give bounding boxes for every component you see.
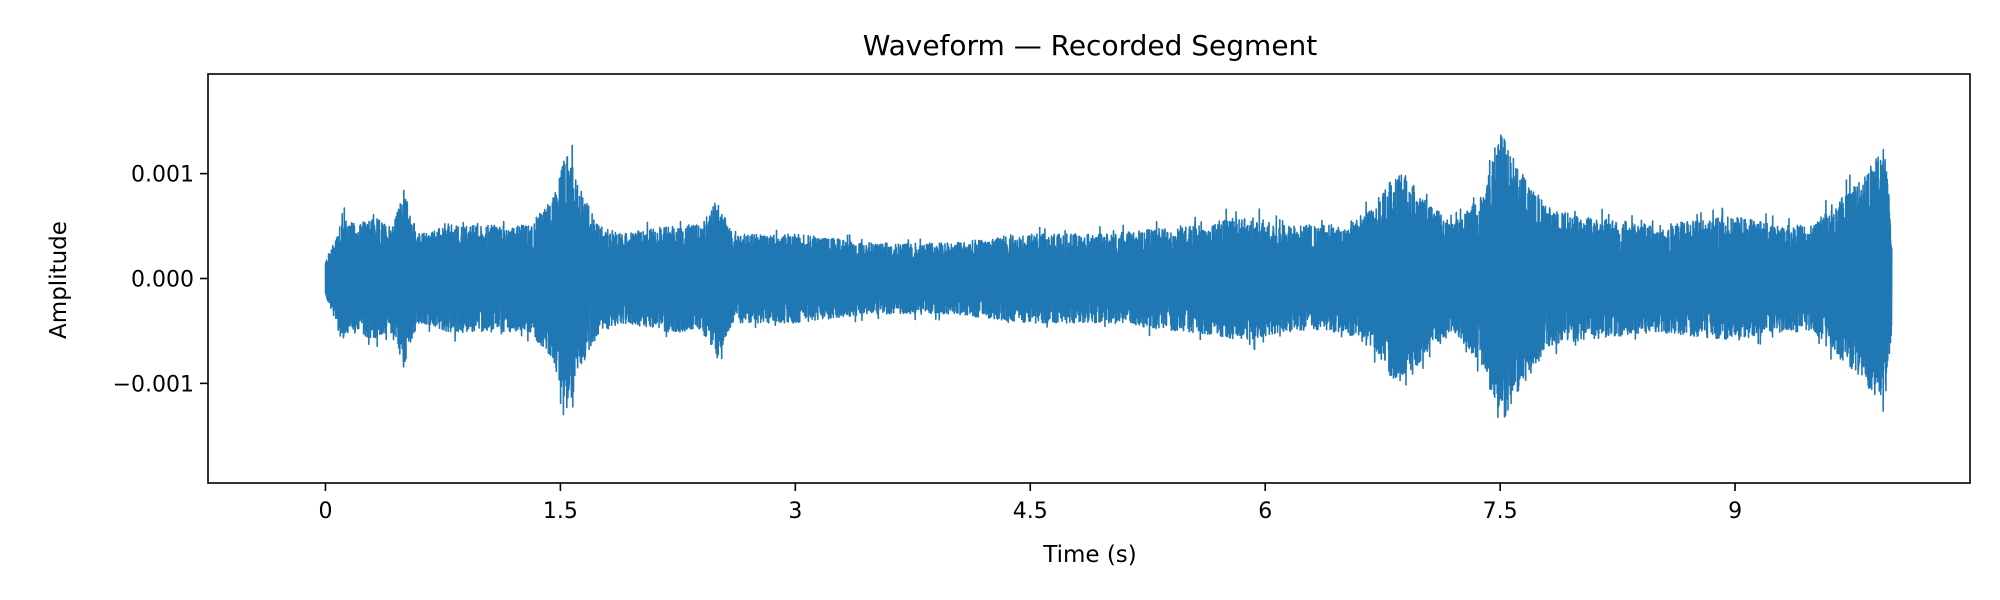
y-tick-label: 0.000 [131, 268, 194, 293]
y-tick-label: −0.001 [113, 372, 194, 397]
x-tick-label: 9 [1728, 499, 1742, 524]
x-axis-label: Time (s) [1042, 542, 1137, 568]
x-tick-label: 6 [1258, 499, 1272, 524]
x-tick-label: 1.5 [543, 499, 578, 524]
x-axis-ticks: 0 1.5 3 4.5 6 7.5 9 [318, 483, 1742, 524]
chart-title: Waveform — Recorded Segment [863, 29, 1318, 62]
y-axis-label: Amplitude [46, 221, 72, 339]
y-tick-label: 0.001 [131, 163, 194, 188]
x-tick-label: 3 [788, 499, 802, 524]
x-tick-label: 7.5 [1483, 499, 1518, 524]
x-tick-label: 0 [318, 499, 332, 524]
x-tick-label: 4.5 [1013, 499, 1048, 524]
y-axis-ticks: −0.001 0.000 0.001 [113, 163, 208, 397]
plot-area [324, 134, 1893, 418]
waveform-line [324, 134, 1893, 418]
